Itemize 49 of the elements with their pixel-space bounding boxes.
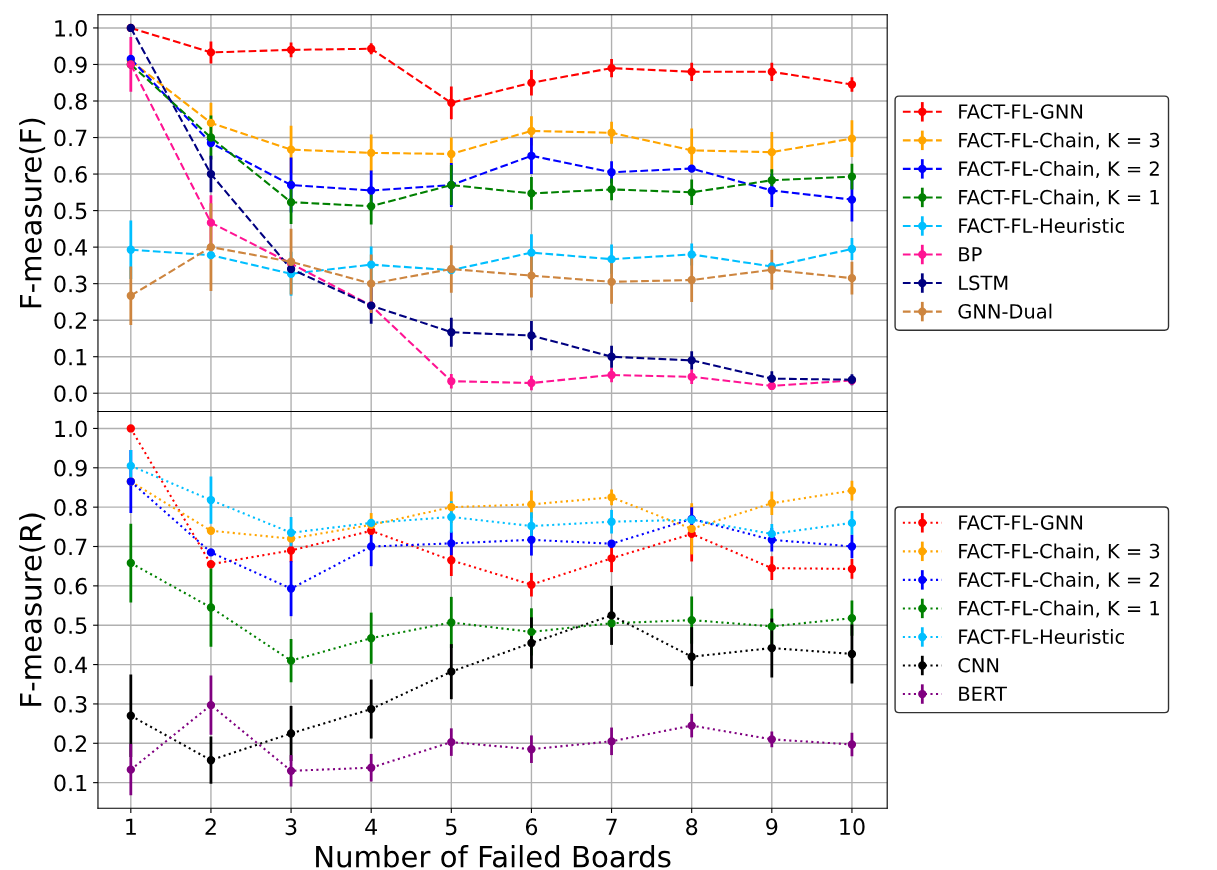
x-axis-title: Number of Failed Boards [316,845,671,868]
legend-label: GNN-Dual [958,303,1052,319]
y-tick-label: 0.9 [54,56,87,74]
y-tick-label: 0.5 [54,617,87,634]
legend-label: FACT-FL-Chain, K = 2 [959,571,1159,589]
y-tick-label: 0.1 [54,774,87,792]
y-tick-label: 0.3 [54,275,87,293]
y-tick-label: 0.4 [54,656,87,674]
legend-label: FACT-FL-Chain, K = 3 [959,132,1160,150]
y-tick-label: 0.2 [54,735,87,753]
y-tick-label: 0.4 [54,239,87,256]
x-tick-label: 9 [766,818,778,836]
legend-label: BERT [959,686,1007,701]
x-tick-label: 3 [285,818,297,836]
legend-label: LSTM [959,275,1008,291]
y-tick-label: 0.1 [54,348,87,366]
y-tick-label: 0.6 [54,577,87,595]
legend-label: FACT-FL-GNN [959,104,1083,119]
y-tick-label: 0.0 [54,385,87,402]
y-tick-label: 0.8 [54,92,87,110]
legend-label: BP [959,247,982,262]
legend-label: FACT-FL-Heuristic [959,629,1125,645]
y-axis-title: F-measure(F) [19,118,46,308]
y-tick-label: 0.7 [54,129,87,147]
y-tick-label: 0.7 [54,538,87,556]
legend-label: FACT-FL-Chain, K = 2 [959,160,1159,178]
y-tick-label: 1.0 [55,19,87,37]
x-tick-label: 6 [525,818,538,836]
legend-label: FACT-FL-Heuristic [959,218,1125,234]
y-tick-label: 0.8 [54,499,87,516]
legend-label: FACT-FL-Chain, K = 1 [959,189,1159,207]
legend-label: FACT-FL-Chain, K = 1 [959,600,1159,618]
y-tick-label: 0.6 [54,166,87,183]
x-tick-label: 1 [126,818,136,835]
y-tick-label: 0.5 [54,202,87,220]
y-axis-title: F-measure(R) [19,513,46,706]
x-tick-label: 7 [606,818,617,835]
y-tick-label: 1.0 [55,420,87,438]
legend-label: FACT-FL-Chain, K = 3 [959,543,1160,561]
legend-label: FACT-FL-GNN [959,515,1083,530]
x-tick-label: 8 [686,818,698,836]
y-tick-label: 0.2 [54,312,87,329]
x-tick-label: 2 [205,818,216,835]
x-tick-label: 10 [840,818,865,836]
legend-label: CNN [958,657,999,673]
x-tick-label: 4 [365,818,378,835]
x-tick-label: 5 [445,818,457,836]
y-tick-label: 0.9 [54,459,87,477]
y-tick-label: 0.3 [54,695,87,713]
